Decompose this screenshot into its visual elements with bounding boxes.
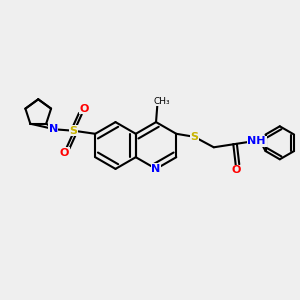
- Text: O: O: [231, 165, 240, 175]
- Text: O: O: [80, 104, 89, 114]
- Text: O: O: [60, 148, 69, 158]
- Text: S: S: [190, 132, 198, 142]
- Text: S: S: [69, 126, 77, 136]
- Text: N: N: [49, 124, 58, 134]
- Text: N: N: [152, 164, 161, 174]
- Text: NH: NH: [248, 136, 266, 146]
- Text: CH₃: CH₃: [154, 97, 170, 106]
